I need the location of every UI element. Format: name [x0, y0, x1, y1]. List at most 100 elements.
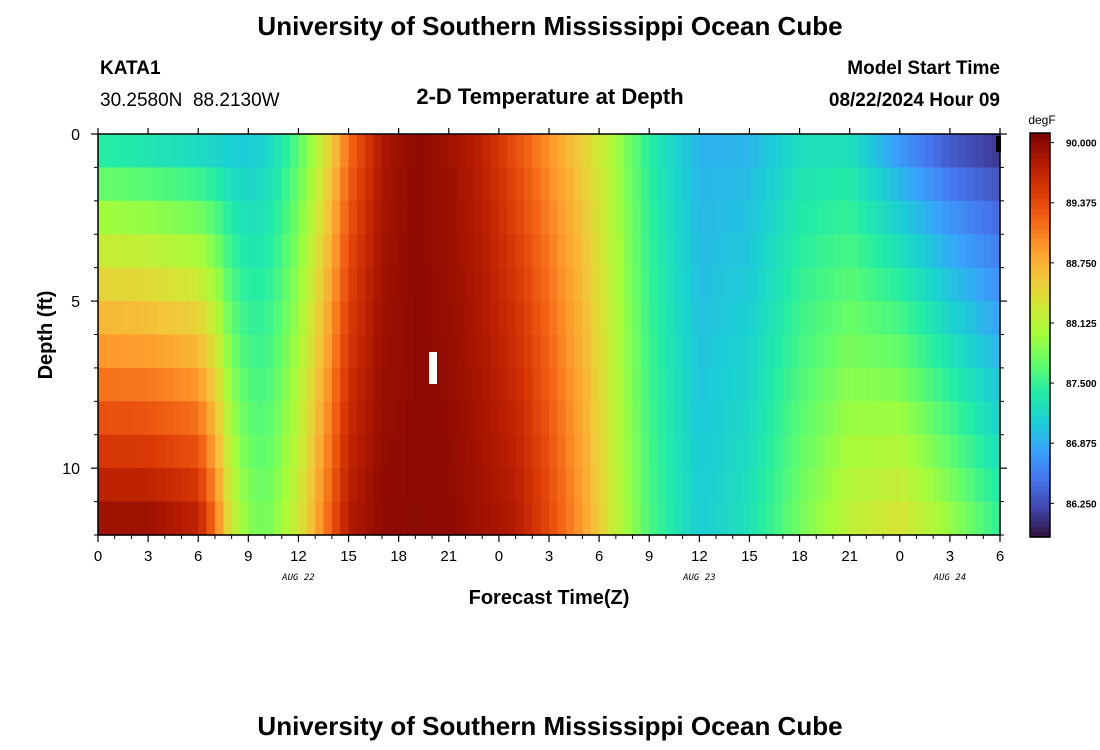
- heatmap-cell: [139, 468, 149, 503]
- x-tick-label: 12: [290, 548, 307, 565]
- heatmap-cell: [523, 167, 533, 202]
- colorbar-segment: [1030, 269, 1050, 275]
- heatmap-cell: [690, 334, 700, 369]
- heatmap-cell: [749, 200, 759, 235]
- heatmap-cell: [206, 434, 216, 469]
- heatmap-cell: [841, 200, 851, 235]
- heatmap-cell: [473, 367, 483, 402]
- colorbar-segment: [1030, 208, 1050, 215]
- heatmap-cell: [883, 401, 893, 436]
- heatmap-cell: [515, 334, 525, 369]
- heatmap-cell: [966, 501, 976, 536]
- heatmap-cell: [248, 167, 258, 202]
- heatmap-cell: [582, 301, 592, 336]
- heatmap-cell: [482, 468, 492, 503]
- y-tick-label: 5: [71, 294, 80, 311]
- heatmap-cell: [665, 367, 675, 402]
- heatmap-cell: [974, 134, 984, 169]
- heatmap-cell: [473, 200, 483, 235]
- heatmap-cell: [640, 401, 650, 436]
- colorbar-tick-label: 86.875: [1066, 439, 1097, 450]
- heatmap-cell: [323, 267, 333, 302]
- heatmap-cell: [799, 501, 809, 536]
- heatmap-cell: [799, 367, 809, 402]
- heatmap-cell: [440, 234, 450, 269]
- heatmap-cell: [356, 367, 366, 402]
- heatmap-cell: [432, 401, 442, 436]
- heatmap-cell: [883, 234, 893, 269]
- heatmap-cell: [131, 434, 141, 469]
- heatmap-cell: [423, 468, 433, 503]
- heatmap-cell: [891, 367, 901, 402]
- heatmap-cell: [239, 468, 249, 503]
- heatmap-cell: [590, 434, 600, 469]
- heatmap-cell: [239, 501, 249, 536]
- heatmap-cell: [490, 434, 500, 469]
- heatmap-cell: [841, 134, 851, 169]
- heatmap-cell: [807, 468, 817, 503]
- heatmap-cell: [256, 167, 266, 202]
- heatmap-cell: [457, 367, 467, 402]
- heatmap-cell: [858, 267, 867, 302]
- heatmap-cell: [173, 468, 183, 503]
- heatmap-cell: [164, 167, 174, 202]
- heatmap-cell: [532, 134, 542, 169]
- heatmap-cell: [565, 434, 575, 469]
- heatmap-cell: [807, 200, 817, 235]
- heatmap-cell: [256, 134, 266, 169]
- heatmap-cell: [565, 401, 575, 436]
- heatmap-cell: [924, 401, 934, 436]
- heatmap-cell: [941, 134, 951, 169]
- heatmap-cell: [223, 267, 233, 302]
- heatmap-cell: [315, 234, 325, 269]
- heatmap-cell: [615, 401, 625, 436]
- heatmap-cell: [98, 334, 107, 369]
- heatmap-cell: [674, 301, 684, 336]
- heatmap-cell: [958, 301, 968, 336]
- heatmap-cell: [599, 234, 609, 269]
- heatmap-cell: [507, 167, 517, 202]
- heatmap-cell: [448, 301, 458, 336]
- heatmap-cell: [624, 200, 634, 235]
- heatmap-cell: [415, 401, 425, 436]
- heatmap-cell: [290, 367, 300, 402]
- heatmap-cell: [682, 167, 692, 202]
- heatmap-cell: [331, 334, 341, 369]
- colorbar-segment: [1030, 476, 1050, 483]
- colorbar-segment: [1030, 350, 1050, 356]
- heatmap-cell: [123, 468, 133, 503]
- colorbar-segment: [1030, 345, 1050, 351]
- heatmap-cell: [933, 334, 943, 369]
- heatmap-cell: [440, 134, 450, 169]
- heatmap-cell: [390, 501, 400, 536]
- heatmap-cell: [407, 468, 416, 503]
- heatmap-cell: [916, 367, 926, 402]
- heatmap-cell: [156, 367, 166, 402]
- heatmap-cell: [139, 434, 149, 469]
- heatmap-cell: [507, 334, 517, 369]
- heatmap-cell: [699, 367, 709, 402]
- heatmap-cell: [348, 200, 358, 235]
- heatmap-cell: [415, 434, 425, 469]
- heatmap-cell: [565, 200, 575, 235]
- heatmap-cell: [315, 200, 325, 235]
- heatmap-cell: [657, 234, 667, 269]
- date-label: AUG 22: [281, 573, 315, 583]
- heatmap-cell: [774, 401, 784, 436]
- heatmap-cell: [908, 434, 918, 469]
- heatmap-cell: [707, 134, 717, 169]
- heatmap-cell: [732, 167, 742, 202]
- heatmap-cell: [173, 267, 183, 302]
- heatmap-cell: [331, 134, 341, 169]
- heatmap-cell: [983, 334, 993, 369]
- heatmap-cell: [423, 301, 433, 336]
- heatmap-cell: [615, 301, 625, 336]
- heatmap-cell: [131, 401, 141, 436]
- heatmap-cell: [741, 501, 751, 536]
- heatmap-cell: [883, 301, 893, 336]
- heatmap-cell: [941, 367, 951, 402]
- heatmap-cell: [707, 267, 717, 302]
- heatmap-cell: [181, 401, 191, 436]
- heatmap-cell: [223, 367, 233, 402]
- heatmap-cell: [916, 334, 926, 369]
